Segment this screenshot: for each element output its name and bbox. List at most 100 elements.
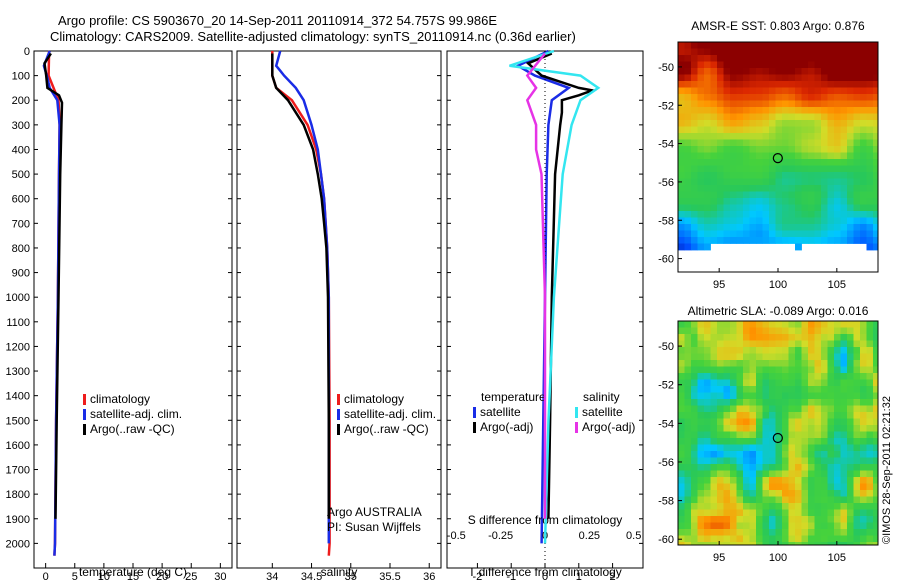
heatmap-cell (821, 503, 828, 510)
heatmap-cell (710, 366, 718, 374)
heatmap-cell (736, 113, 744, 121)
heatmap-cell (808, 230, 815, 238)
heatmap-cell (717, 334, 724, 341)
heatmap-cell (736, 74, 744, 82)
argo-position-marker (772, 432, 783, 444)
heatmap-cell (808, 107, 815, 114)
heatmap-cell (723, 366, 731, 374)
heatmap-cell (801, 133, 809, 140)
heatmap-cell (827, 418, 835, 426)
heatmap-cell (814, 347, 822, 354)
heatmap-cell (834, 470, 841, 478)
heatmap-cell (873, 340, 879, 348)
heatmap-cell (795, 68, 802, 75)
heatmap-cell (736, 451, 744, 458)
heatmap-cell (821, 386, 828, 393)
heatmap-cell (723, 68, 731, 75)
heatmap-cell (827, 321, 835, 328)
heatmap-cell (821, 457, 828, 465)
heatmap-cell (749, 211, 757, 218)
heatmap-cell (730, 217, 737, 225)
heatmap-cell (762, 490, 770, 497)
heatmap-cell (821, 483, 828, 491)
heatmap-cell (697, 444, 705, 452)
heatmap-cell (697, 152, 705, 160)
heatmap-cell (723, 165, 731, 173)
heatmap-cell (691, 509, 698, 517)
heatmap-cell (749, 535, 757, 543)
heatmap-cell (684, 224, 692, 231)
heatmap-cell (684, 347, 692, 354)
heatmap-cell (684, 113, 692, 121)
heatmap-cell (749, 412, 757, 419)
heatmap-cell (736, 373, 744, 380)
heatmap-cell (736, 444, 744, 452)
heatmap-cell (697, 133, 705, 140)
heatmap-cell (801, 321, 809, 328)
heatmap-cell (814, 237, 822, 244)
heatmap-cell (814, 100, 822, 108)
heatmap-cell (723, 237, 731, 244)
heatmap-cell (717, 81, 724, 88)
heatmap-cell (840, 490, 848, 497)
heatmap-cell (788, 457, 796, 465)
heatmap-cell (821, 139, 828, 147)
heatmap-cell (730, 165, 737, 173)
heatmap-cell (756, 347, 763, 354)
heatmap-cell (801, 438, 809, 445)
heatmap-cell (827, 217, 835, 225)
heatmap-cell (827, 74, 835, 82)
heatmap-cell (710, 542, 718, 546)
heatmap-cell (860, 425, 867, 432)
heatmap-cell (678, 133, 685, 140)
heatmap-cell (795, 542, 802, 546)
heatmap-cell (691, 392, 698, 400)
heatmap-cell (866, 327, 874, 335)
heatmap-cell (717, 509, 724, 517)
heatmap-cell (788, 496, 796, 504)
heatmap-cell (736, 353, 744, 361)
heatmap-cell (866, 159, 874, 166)
heatmap-cell (866, 185, 874, 192)
heatmap-cell (704, 204, 711, 212)
heatmap-cell (866, 113, 874, 121)
heatmap-cell (710, 412, 718, 419)
heatmap-cell (873, 68, 879, 75)
heatmap-cell (743, 120, 750, 127)
heatmap-cell (756, 165, 763, 173)
heatmap-cell (678, 425, 685, 432)
heatmap-cell (723, 321, 731, 328)
heatmap-cell (736, 107, 744, 114)
plot-frame (33, 50, 233, 569)
heatmap-cell (717, 68, 724, 75)
heatmap-cell (788, 217, 796, 225)
heatmap-cell (795, 405, 802, 413)
heatmap-cell (860, 405, 867, 413)
heatmap-cell (717, 61, 724, 69)
heatmap-cell (840, 470, 848, 478)
heatmap-cell (795, 464, 802, 471)
heatmap-cell (801, 405, 809, 413)
heatmap-cell (821, 230, 828, 238)
heatmap-cell (873, 425, 879, 432)
heatmap-cell (730, 327, 737, 335)
heatmap-cell (717, 360, 724, 367)
heatmap-cell (873, 224, 879, 231)
heatmap-cell (723, 431, 731, 439)
heatmap-cell (678, 438, 685, 445)
heatmap-cell (710, 94, 718, 101)
heatmap-cell (691, 48, 698, 56)
heatmap-cell (847, 165, 854, 173)
heatmap-cell (782, 217, 789, 225)
heatmap-cell (775, 230, 783, 238)
heatmap-cell (717, 529, 724, 536)
heatmap-cell (743, 509, 750, 517)
heatmap-cell (795, 48, 802, 56)
heatmap-cell (801, 191, 809, 199)
heatmap-cell (678, 224, 685, 231)
heatmap-cell (814, 529, 822, 536)
heatmap-cell (697, 457, 705, 465)
heatmap-cell (814, 360, 822, 367)
heatmap-cell (762, 42, 770, 49)
heatmap-cell (795, 386, 802, 393)
